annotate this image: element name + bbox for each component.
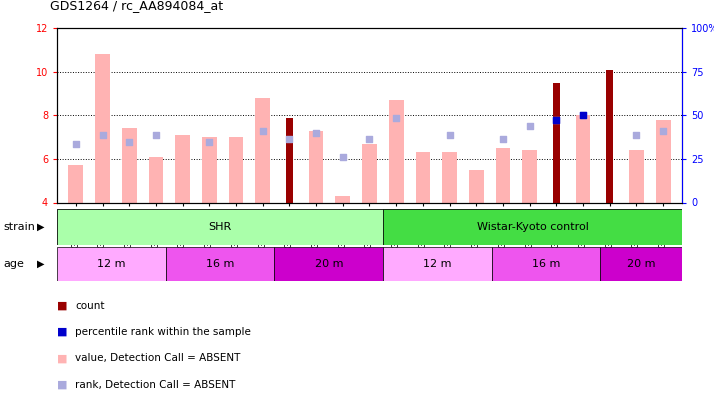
Point <box>257 128 268 134</box>
Text: count: count <box>75 301 104 311</box>
Bar <box>228 137 243 202</box>
Point <box>578 112 589 119</box>
Point <box>203 139 215 145</box>
Bar <box>416 152 431 202</box>
Text: SHR: SHR <box>208 222 232 232</box>
Bar <box>469 170 483 202</box>
Text: ▶: ▶ <box>37 222 45 232</box>
Bar <box>389 100 403 202</box>
Bar <box>149 157 164 202</box>
Bar <box>553 83 560 202</box>
Text: GDS1264 / rc_AA894084_at: GDS1264 / rc_AA894084_at <box>50 0 223 12</box>
Bar <box>256 98 270 202</box>
Point <box>150 132 161 138</box>
Point <box>550 117 562 123</box>
Text: 16 m: 16 m <box>206 259 234 269</box>
Bar <box>286 117 293 202</box>
Point <box>391 114 402 121</box>
Text: 12 m: 12 m <box>423 259 452 269</box>
Bar <box>656 120 670 202</box>
Bar <box>336 196 350 202</box>
Bar <box>166 247 274 281</box>
Point <box>363 136 376 143</box>
Point <box>550 117 562 123</box>
Text: ▶: ▶ <box>37 259 45 269</box>
Text: strain: strain <box>4 222 36 232</box>
Bar <box>57 247 166 281</box>
Point <box>97 132 109 138</box>
Bar <box>202 137 216 202</box>
Point <box>283 136 295 143</box>
Text: ■: ■ <box>57 354 68 363</box>
Bar <box>308 131 323 202</box>
Bar <box>175 135 190 202</box>
Bar <box>362 144 377 202</box>
Text: rank, Detection Call = ABSENT: rank, Detection Call = ABSENT <box>75 380 236 390</box>
Text: percentile rank within the sample: percentile rank within the sample <box>75 327 251 337</box>
Bar <box>629 150 644 202</box>
Point <box>630 132 642 138</box>
Text: ■: ■ <box>57 380 68 390</box>
Point <box>444 132 456 138</box>
Point <box>337 153 348 160</box>
Text: 20 m: 20 m <box>314 259 343 269</box>
Bar <box>383 209 682 245</box>
Bar <box>575 115 590 202</box>
Text: value, Detection Call = ABSENT: value, Detection Call = ABSENT <box>75 354 241 363</box>
Text: 16 m: 16 m <box>532 259 560 269</box>
Point <box>524 123 536 130</box>
Text: ■: ■ <box>57 327 68 337</box>
Bar <box>57 209 383 245</box>
Bar <box>600 247 682 281</box>
Bar <box>523 150 537 202</box>
Bar <box>122 128 136 202</box>
Text: age: age <box>4 259 24 269</box>
Bar <box>442 152 457 202</box>
Text: 20 m: 20 m <box>627 259 655 269</box>
Bar <box>383 247 492 281</box>
Bar <box>606 70 613 202</box>
Point <box>578 112 589 119</box>
Bar <box>69 166 83 202</box>
Text: 12 m: 12 m <box>97 259 126 269</box>
Bar <box>95 54 110 202</box>
Text: Wistar-Kyoto control: Wistar-Kyoto control <box>476 222 588 232</box>
Bar <box>274 247 383 281</box>
Bar <box>496 148 511 202</box>
Point <box>497 136 508 143</box>
Point <box>658 128 669 134</box>
Point <box>70 141 81 147</box>
Point <box>124 139 135 145</box>
Text: ■: ■ <box>57 301 68 311</box>
Point <box>311 130 322 136</box>
Bar <box>492 247 600 281</box>
